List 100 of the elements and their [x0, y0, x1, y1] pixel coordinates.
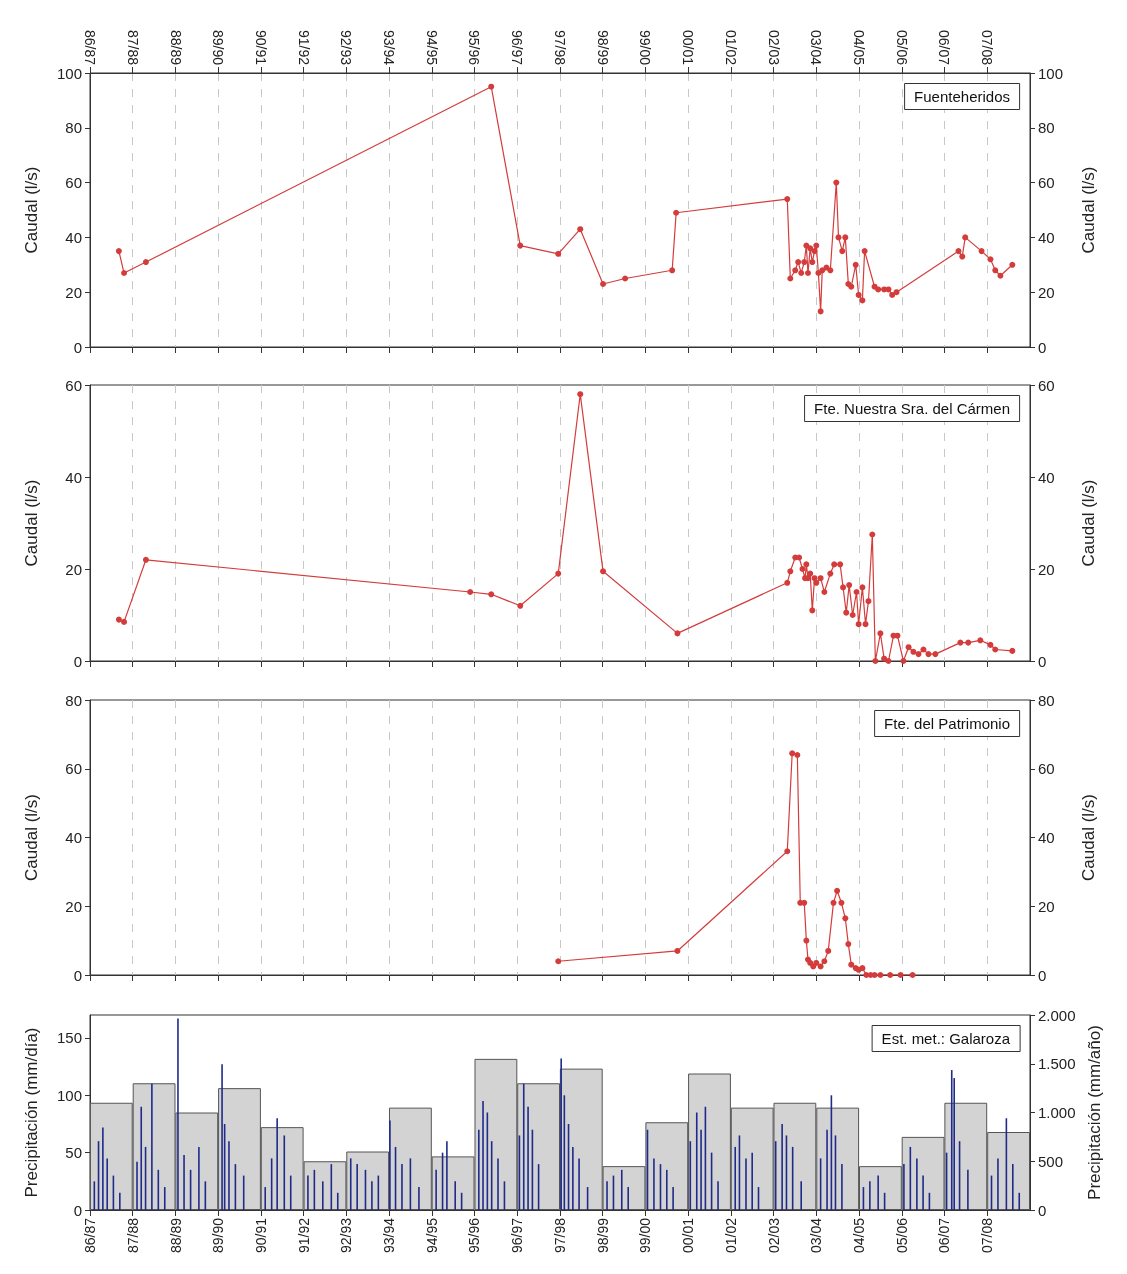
point [817, 308, 824, 315]
x2-tick-label: 90/91 [252, 29, 269, 66]
x-tick-label: 02/03 [765, 1217, 782, 1254]
x-tick-label: 96/97 [509, 1217, 526, 1254]
point [813, 242, 820, 249]
point [837, 561, 844, 568]
y2-tick-label: 0 [1038, 1201, 1047, 1219]
point [965, 639, 972, 646]
point [809, 607, 816, 614]
point [959, 253, 966, 260]
point [674, 947, 681, 954]
point [881, 655, 888, 662]
x2-tick-label: 93/94 [381, 29, 398, 66]
text: Est. met.: Galaroza [881, 1030, 1011, 1047]
point [813, 579, 820, 586]
y-tick-label: 40 [65, 468, 82, 486]
y-tick-label: 40 [65, 228, 82, 246]
point [792, 267, 799, 274]
point [817, 575, 824, 582]
point [909, 972, 916, 978]
y-axis-title: Caudal (l/s) [22, 166, 41, 254]
point [955, 248, 962, 255]
point [787, 568, 794, 575]
y2-tick-label: 2.000 [1038, 1006, 1076, 1024]
x-tick-label: 07/08 [979, 1217, 996, 1254]
point [801, 259, 808, 266]
point [1009, 647, 1016, 654]
y-tick-label: 40 [65, 829, 82, 846]
point [855, 621, 862, 628]
y2-tick-label: 20 [1038, 897, 1055, 915]
x2-tick-label: 87/88 [124, 29, 141, 66]
point [796, 554, 803, 561]
x2-tick-label: 02/03 [765, 29, 782, 66]
x-tick-label: 87/88 [124, 1217, 141, 1254]
x-tick-label: 93/94 [381, 1217, 398, 1254]
y-tick-label: 60 [65, 174, 82, 192]
point [794, 752, 801, 758]
point [887, 972, 894, 978]
point [121, 618, 128, 625]
point [517, 242, 524, 249]
x-tick-label: 90/91 [252, 1217, 269, 1254]
y2-axis-title: Caudal (l/s) [1079, 794, 1098, 881]
point [784, 848, 791, 855]
point [889, 291, 896, 298]
point [932, 651, 939, 658]
y2-tick-label: 80 [1038, 119, 1055, 137]
point [789, 750, 796, 757]
point [842, 915, 849, 922]
y2-tick-label: 40 [1038, 228, 1055, 246]
point [819, 267, 826, 274]
point [893, 289, 900, 296]
x2-tick-label: 05/06 [893, 29, 910, 66]
x2-tick-label: 03/04 [808, 29, 825, 66]
y-tick-label: 20 [65, 897, 82, 915]
x-tick-label: 97/98 [552, 1217, 568, 1254]
y2-tick-label: 60 [1038, 376, 1055, 394]
point [897, 972, 904, 978]
x2-tick-label: 99/00 [637, 29, 654, 66]
text: Fte. Nuestra Sra. del Cármen [814, 400, 1011, 417]
point [849, 612, 856, 618]
y-tick-label: 150 [56, 1029, 82, 1047]
y-tick-label: 0 [73, 966, 82, 984]
x2-tick-label: 88/89 [167, 29, 184, 66]
point [859, 297, 866, 304]
point [997, 272, 1004, 279]
point [807, 570, 814, 577]
x2-tick-label: 01/02 [722, 29, 739, 66]
y2-tick-label: 1.500 [1038, 1055, 1076, 1073]
x2-tick-label: 86/87 [82, 29, 98, 66]
point [845, 941, 852, 948]
x2-tick-label: 92/93 [338, 29, 355, 66]
x2-tick-label: 07/08 [979, 29, 996, 66]
point [555, 570, 562, 577]
y2-axis-title: Caudal (l/s) [1079, 479, 1098, 567]
x2-tick-label: 97/98 [552, 29, 568, 66]
y2-tick-label: 0 [1038, 966, 1047, 984]
point [900, 658, 907, 664]
point [915, 651, 922, 658]
point [817, 963, 824, 970]
point [121, 270, 128, 277]
x-tick-label: 95/96 [466, 1217, 483, 1254]
point [467, 589, 474, 595]
y-tick-label: 0 [73, 652, 82, 670]
point [784, 196, 791, 203]
y2-tick-label: 20 [1038, 283, 1055, 301]
y2-tick-label: 60 [1038, 760, 1055, 778]
x2-tick-label: 95/96 [466, 29, 483, 66]
point [674, 630, 681, 637]
y-tick-label: 20 [65, 560, 82, 578]
y-tick-label: 60 [65, 376, 82, 394]
point [872, 658, 879, 664]
y-axis-title: Caudal (l/s) [22, 794, 41, 881]
y-tick-label: 0 [73, 338, 82, 356]
point [859, 584, 866, 591]
point [827, 267, 834, 274]
y2-tick-label: 20 [1038, 560, 1055, 578]
x-tick-label: 05/06 [893, 1217, 910, 1254]
point [840, 584, 847, 591]
y-tick-label: 0 [73, 1201, 82, 1219]
point [488, 83, 495, 90]
